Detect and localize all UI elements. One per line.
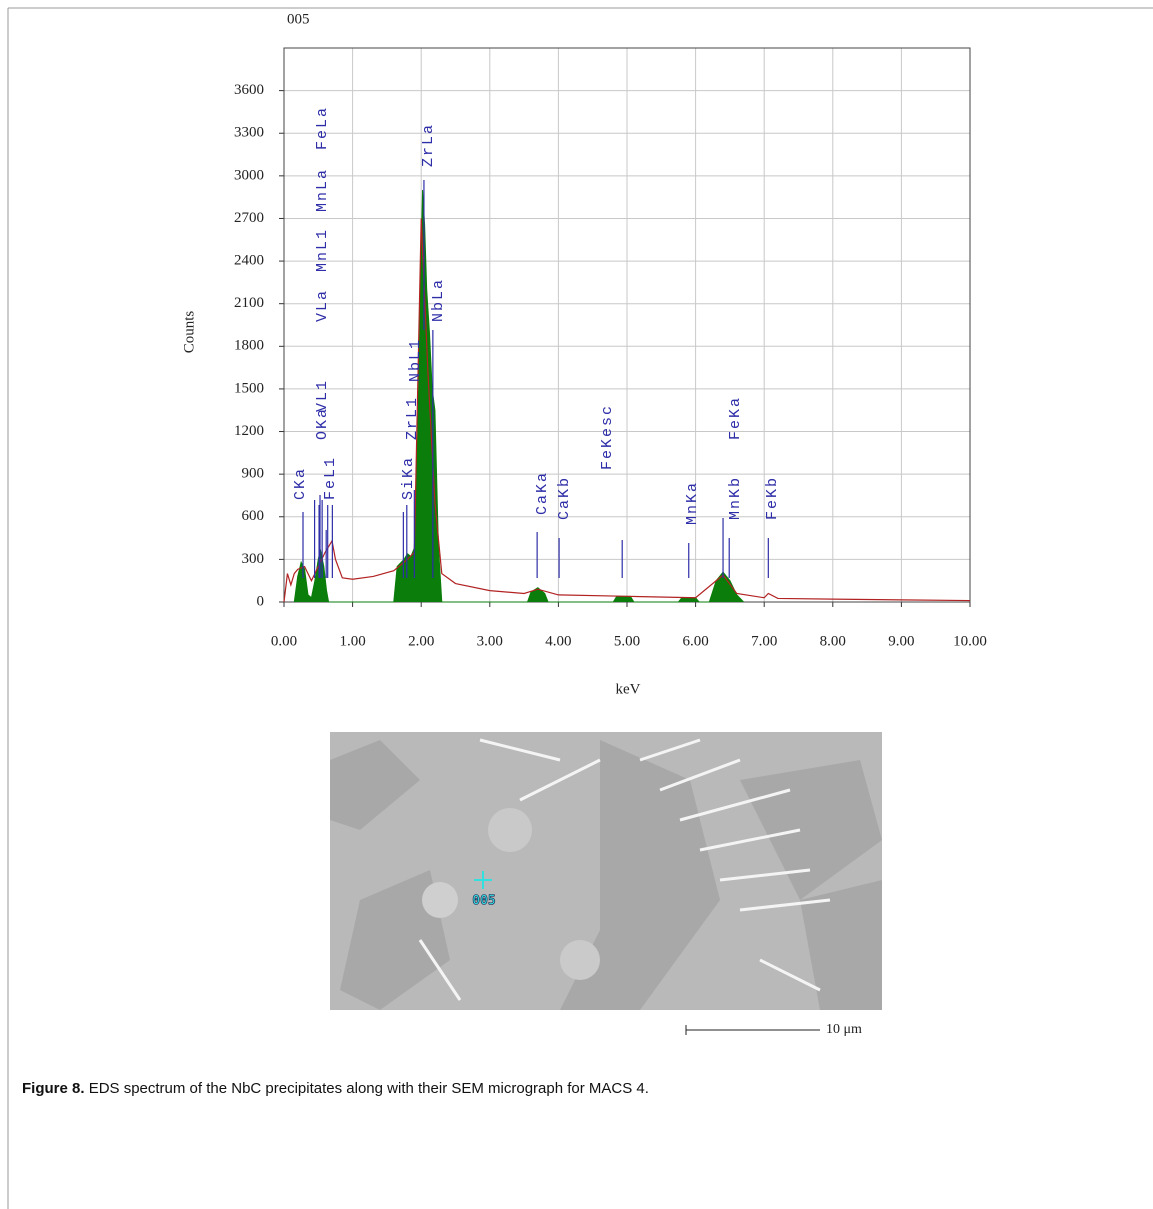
x-tick-label: 3.00 [477,633,503,649]
x-tick-label: 2.00 [408,633,434,649]
x-tick-label: 1.00 [339,633,365,649]
peak-label: MnKb [727,476,744,520]
marker-label: 005 [472,894,495,909]
peak-label: NbLa [430,278,447,322]
chart: 005 keV Counts 0 300 600 900 1200 1500 1800 210… [181,11,986,697]
sem-particle [488,808,532,852]
y-tick-label: 0 [257,593,265,609]
sem-micrograph: 005 10 μm [330,732,882,1037]
y-tick-label: 600 [242,508,265,524]
peak-label: ZrL1 [404,396,421,440]
chart-title: 005 [287,11,310,27]
caption-label: Figure 8. [22,1080,85,1097]
peak-label: FeKesc [599,404,616,470]
y-tick-label: 900 [242,466,265,482]
y-tick-label: 1800 [234,338,264,354]
y-tick-label: 2400 [234,253,264,269]
peak-label: MnKa [684,481,701,525]
figure: 005 keV Counts 0 300 600 900 1200 1500 1800 210… [0,0,1153,1209]
peak-label: CaKb [556,476,573,520]
peak-label: VLa [314,289,331,322]
y-tick-label: 3600 [234,82,264,98]
y-tick-label: 2700 [234,210,264,226]
caption: Figure 8. EDS spectrum of the NbC precip… [22,1080,649,1097]
y-tick-label: 3300 [234,125,264,141]
peak-label: FeL1 [322,456,339,500]
peak-label: NbL1 [407,338,424,382]
x-tick-label: 6.00 [682,633,708,649]
page: {"chart_data": {"type": "area", "title":… [0,0,1153,1209]
y-axis-label: Counts [181,311,197,354]
x-axis-label: keV [616,681,641,697]
x-tick-label: 0.00 [271,633,297,649]
peak-label: FeLa [314,106,331,150]
peak-label: MnLa [314,168,331,212]
peak-label: MnL1 [314,228,331,272]
x-tick-label: 7.00 [751,633,777,649]
scale-bar-label: 10 μm [826,1022,862,1037]
x-tick-label: 9.00 [888,633,914,649]
peak-label: FeKb [764,476,781,520]
caption-text: EDS spectrum of the NbC precipitates alo… [89,1080,649,1097]
sem-particle [422,882,458,918]
peak-label: VL1 [314,379,331,412]
x-tick-label: 10.00 [953,633,987,649]
y-tick-label: 2100 [234,295,264,311]
peak-label: FeKa [727,396,744,440]
peak-label: CKa [292,467,309,500]
sem-particle [560,940,600,980]
x-tick-label: 4.00 [545,633,571,649]
spectrum-area [294,190,743,602]
y-tick-label: 1500 [234,380,264,396]
y-tick-label: 3000 [234,167,264,183]
x-tick-label: 8.00 [820,633,846,649]
peak-label: ZrLa [420,123,437,167]
peak-label: CaKa [534,471,551,515]
y-tick-label: 1200 [234,423,264,439]
y-tick-label: 300 [242,551,265,567]
x-tick-label: 5.00 [614,633,640,649]
